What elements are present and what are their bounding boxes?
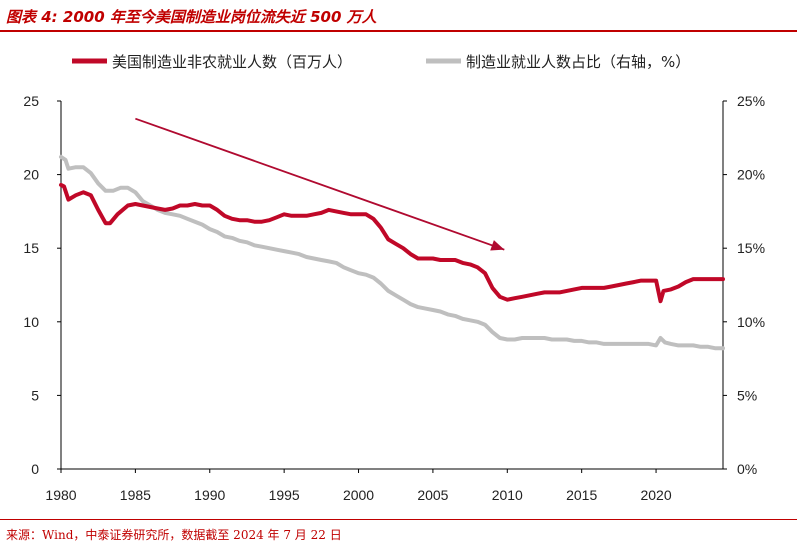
title-divider xyxy=(0,30,797,32)
x-tick-label: 1990 xyxy=(194,487,225,503)
source-note: 来源：Wind，中泰证券研究所，数据截至 2024 年 7 月 22 日 xyxy=(6,528,342,542)
legend: 美国制造业非农就业人数（百万人） 制造业就业人数占比（右轴，%） xyxy=(72,53,690,71)
y-left-tick-label: 15 xyxy=(23,240,39,256)
y-right-tick-label: 15% xyxy=(737,240,765,256)
trend-arrow-line xyxy=(135,117,505,251)
x-tick-label: 1980 xyxy=(45,487,76,503)
legend-label-employment: 美国制造业非农就业人数（百万人） xyxy=(112,53,352,71)
y-right-tick-label: 10% xyxy=(737,314,765,330)
x-tick-label: 2015 xyxy=(566,487,597,503)
trend-arrow-head xyxy=(490,240,505,251)
plot-area: 0 5 10 15 20 25 0% 5% 10% 15% 20% 25% 1980 1985 1990 19… xyxy=(23,93,765,503)
figure-title: 图表 4: 2000 年至今美国制造业岗位流失近 500 万人 xyxy=(6,8,377,26)
series-line-employment xyxy=(59,182,725,304)
x-tick-label: 1995 xyxy=(269,487,300,503)
y-left-tick-label: 25 xyxy=(23,93,39,109)
y-left-tick-label: 0 xyxy=(31,461,39,477)
y-right-tick-label: 0% xyxy=(737,461,757,477)
y-left-tick-label: 10 xyxy=(23,314,39,330)
y-right-tick-label: 25% xyxy=(737,93,765,109)
x-tick-label: 2010 xyxy=(492,487,523,503)
series-line-share xyxy=(59,154,725,351)
x-tick-label: 1985 xyxy=(120,487,151,503)
source-divider xyxy=(0,519,797,520)
y-left-tick-label: 20 xyxy=(23,167,39,183)
y-left-tick-label: 5 xyxy=(31,387,39,403)
figure-title-bar: 图表 4: 2000 年至今美国制造业岗位流失近 500 万人 xyxy=(0,0,797,30)
y-right-tick-label: 5% xyxy=(737,387,757,403)
x-tick-label: 2005 xyxy=(417,487,448,503)
legend-label-share: 制造业就业人数占比（右轴，%） xyxy=(466,53,690,71)
x-tick-label: 2020 xyxy=(640,487,671,503)
x-tick-label: 2000 xyxy=(343,487,374,503)
y-right-tick-label: 20% xyxy=(737,167,765,183)
